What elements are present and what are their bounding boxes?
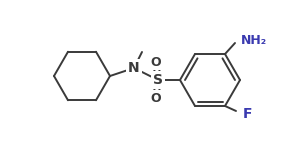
Text: NH₂: NH₂ xyxy=(241,34,267,47)
Text: F: F xyxy=(243,107,253,121)
Text: O: O xyxy=(151,92,161,104)
Text: N: N xyxy=(128,61,140,75)
Text: O: O xyxy=(151,56,161,69)
Text: S: S xyxy=(153,73,163,87)
